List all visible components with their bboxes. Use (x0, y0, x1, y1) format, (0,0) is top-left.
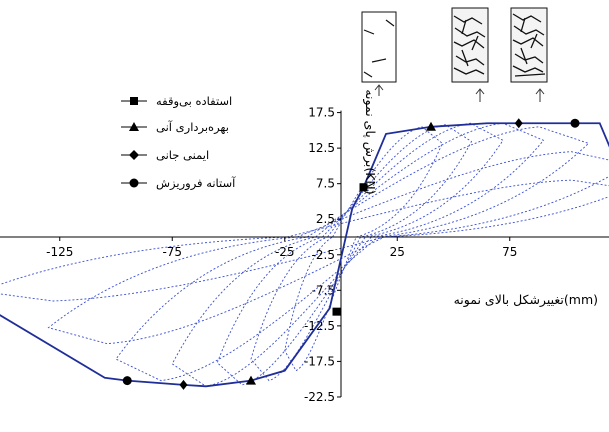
y-tick-label: -22.5 (304, 390, 335, 404)
y-axis-title: برش پای نمونه(KN) (362, 89, 378, 194)
y-tick-label: -2.5 (312, 248, 335, 262)
y-tick-label: -12.5 (304, 319, 335, 333)
hysteresis-cycle-4 (171, 122, 545, 387)
specimen-image-2 (451, 7, 489, 102)
diamond-marker (514, 118, 523, 129)
legend-label-4: آستانه فروریزش (156, 176, 236, 191)
envelope-series (0, 122, 609, 388)
square-marker (332, 307, 341, 316)
triangle-marker (246, 375, 256, 385)
x-axis-title: تغییرشکل بالای نمونه(mm) (454, 292, 598, 308)
hysteresis-cycle-3 (216, 122, 504, 386)
specimen-images (361, 7, 548, 102)
circle-marker (570, 118, 580, 128)
legend-label-1: استفاده بی‌وقفه (156, 94, 232, 109)
circle-marker (122, 376, 132, 386)
y-tick-label: 12.5 (308, 141, 335, 155)
hysteresis-cycle-1 (284, 126, 443, 372)
axes: -175-125-75-252575125-22.5-17.5-12.5-7.5… (0, 106, 609, 404)
y-tick-label: -17.5 (304, 354, 335, 368)
legend-label-3: ایمنی جانی (156, 148, 209, 162)
x-tick-label: 75 (502, 245, 517, 259)
triangle-marker-icon (129, 122, 139, 131)
legend: استفاده بی‌وقفه بهره‌برداری آنی ایمنی جا… (121, 94, 236, 191)
y-tick-label: 2.5 (316, 212, 335, 226)
x-tick-label: 25 (390, 245, 405, 259)
diamond-marker (179, 379, 188, 390)
square-marker-icon (130, 97, 138, 105)
x-tick-label: -25 (275, 245, 295, 259)
hysteresis-cycle-7 (0, 179, 609, 302)
envelope-line (0, 122, 609, 388)
legend-label-2: بهره‌برداری آنی (156, 120, 229, 135)
y-tick-label: 17.5 (308, 106, 335, 120)
legend-item-1: استفاده بی‌وقفه (121, 94, 232, 109)
legend-item-4: آستانه فروریزش (121, 176, 236, 191)
circle-marker-icon (129, 178, 139, 188)
x-tick-label: -75 (162, 245, 182, 259)
specimen-image-3 (510, 7, 548, 102)
square-marker (359, 183, 368, 192)
x-tick-label: -125 (46, 245, 73, 259)
hysteresis-cycle-5 (115, 126, 590, 382)
hysteresis-loops (0, 122, 609, 387)
y-tick-label: -7.5 (312, 283, 335, 297)
legend-item-2: بهره‌برداری آنی (121, 120, 229, 135)
specimen-image-1 (361, 11, 397, 96)
triangle-marker (426, 121, 436, 131)
legend-item-3: ایمنی جانی (121, 148, 209, 162)
diamond-marker-icon (129, 150, 139, 160)
hysteresis-cycle-2 (250, 124, 473, 382)
performance-markers (122, 118, 580, 390)
y-tick-label: 7.5 (316, 177, 335, 191)
